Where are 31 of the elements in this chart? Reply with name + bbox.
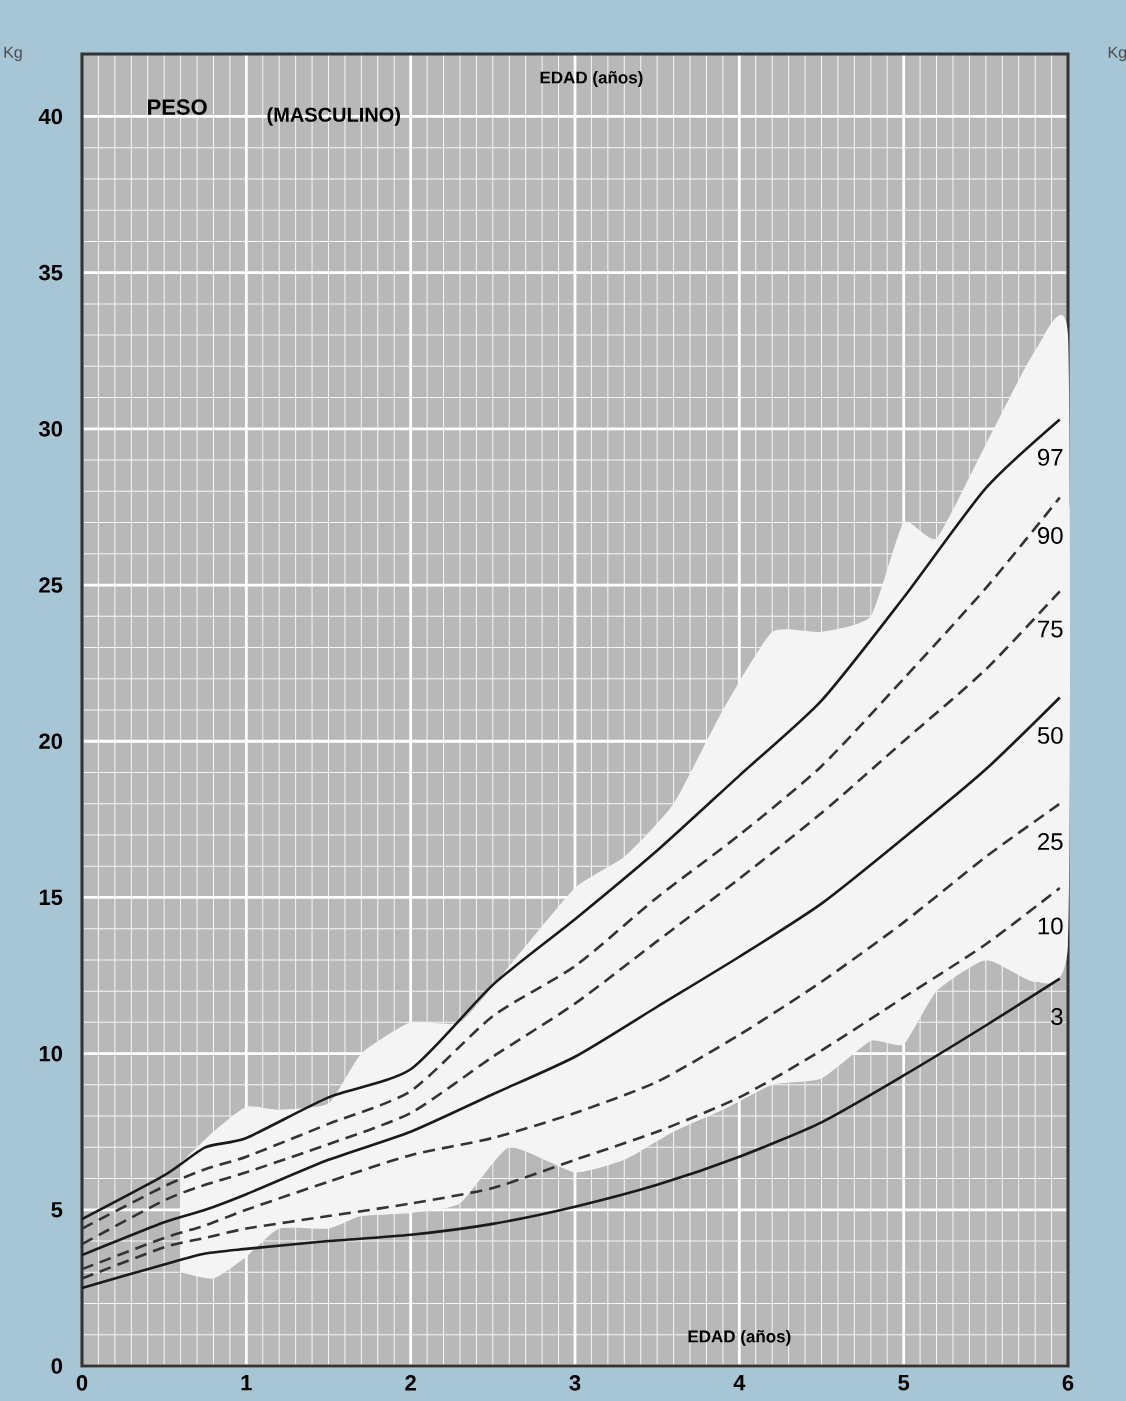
series-label: 25 [1038,833,1063,851]
y-tick-label: 25 [39,577,63,593]
line-series [80,977,1062,1290]
y-tick-label: 10 [39,1045,63,1062]
text: Kg [1108,46,1126,62]
y-tick-label: 5 [51,1202,63,1218]
series-label: 75 [1038,620,1063,638]
x-axis-title: EDAD (años) [688,1329,791,1346]
series-label: 90 [1038,526,1063,544]
text: (MASCULINO) [267,107,400,126]
text: PESO [148,99,207,115]
x-tick-label: 5 [898,1375,910,1391]
series-label: 10 [1038,917,1063,935]
y-tick-label: 20 [39,733,63,750]
y-axis-title: Kg [4,46,22,62]
y-tick-label: 35 [38,264,63,281]
y-tick-label: 0 [51,1358,63,1374]
series-label: 3 [1051,1008,1063,1026]
x-tick-label: 6 [1062,1375,1074,1391]
series-label: 50 [1037,726,1063,744]
line-series [80,696,1062,1257]
series-label: 97 [1038,448,1063,466]
x-tick-label: 3 [569,1375,581,1391]
y-tick-label: 15 [39,889,63,906]
x-tick-label: 0 [76,1375,88,1391]
y-tick-label: 30 [38,421,63,437]
x-tick-label: 1 [241,1375,252,1391]
y-tick-label: 40 [38,108,63,125]
annotation: EDAD (años) [540,71,643,87]
x-tick-label: 2 [405,1375,416,1391]
x-tick-label: 4 [733,1375,746,1391]
